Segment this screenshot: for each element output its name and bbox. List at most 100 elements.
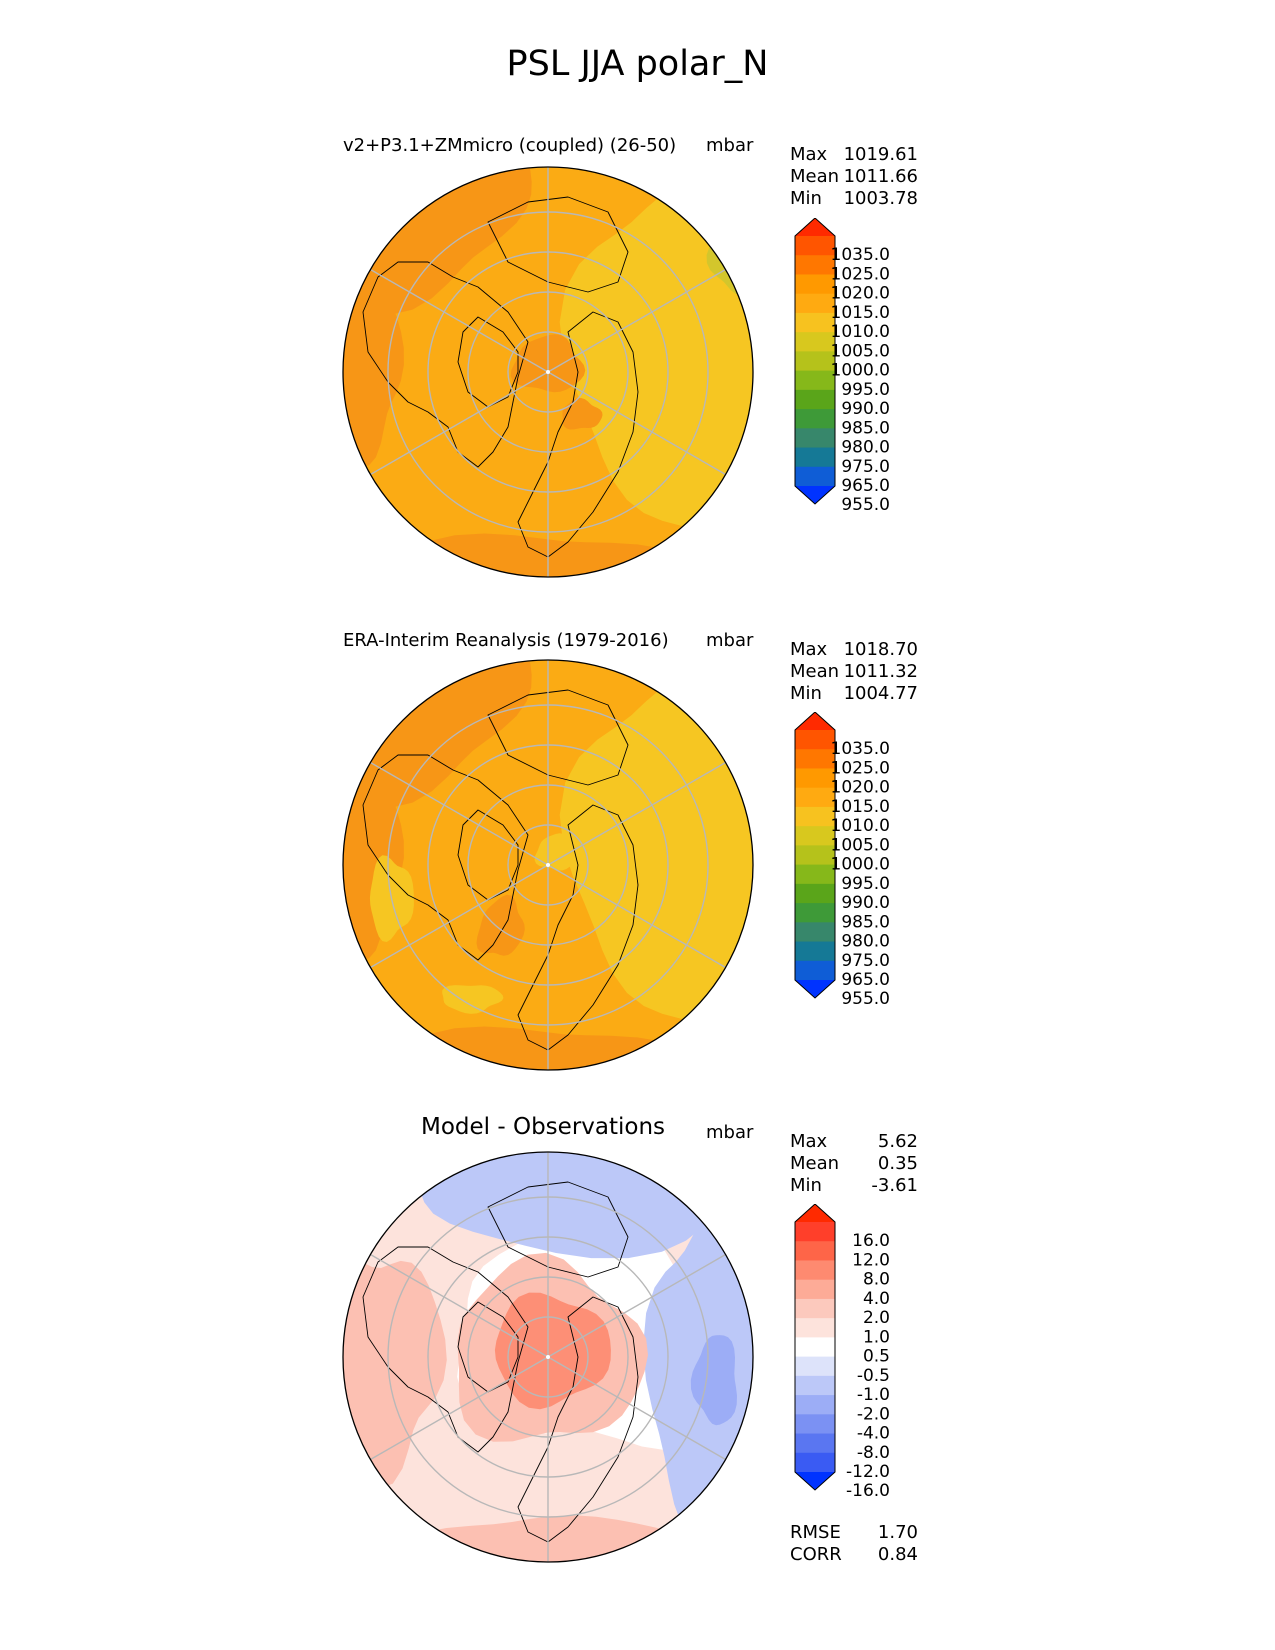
meridian-gridline [547,864,726,969]
stat-label: Max [790,1131,828,1152]
colorbar-tick-label: 1005.0 [831,835,890,855]
stat-value: 1018.70 [843,639,918,660]
colorbar-segment [795,1452,835,1473]
meridian-gridline [547,371,726,476]
coastline [457,809,519,901]
colorbar-segment [795,255,835,275]
field-region-positive-strong [494,1292,611,1410]
panel-model-map [342,166,754,578]
panel-obs-stats: Max 1018.70 Mean 1011.32 Min 1004.77 [790,639,918,705]
colorbar-segment [795,864,835,885]
colorbar-segment [795,274,835,295]
colorbar-segment [795,1241,835,1261]
metric-value: 1.70 [877,1522,918,1543]
colorbar-tick-label: -2.0 [857,1404,890,1424]
colorbar-segment [795,749,835,769]
colorbar-extend-max [795,218,835,236]
meridian-gridline [370,1253,549,1358]
colorbar-tick-label: 1.0 [863,1327,890,1347]
stat-value: 0.35 [877,1153,918,1174]
field-region-positive [408,1515,686,1562]
metric-label: CORR [790,1544,842,1565]
colorbar-segment [795,1318,835,1338]
colorbar-segment [795,332,835,352]
colorbar-tick-label: 1025.0 [831,264,890,284]
colorbar-tick-label: -4.0 [857,1424,890,1444]
colorbar-segment [795,1433,835,1454]
metric-label: RMSE [790,1522,841,1543]
coastline [517,804,639,1051]
map-field [343,660,753,1070]
stat-label: Min [790,1175,822,1196]
colorbar-segment [795,883,835,904]
colorbar-segment [795,1260,835,1281]
colorbar-tick-label: 1020.0 [831,778,890,798]
coastline [517,1296,639,1543]
colorbar-tick-label: 1035.0 [831,245,890,265]
colorbar-segment [795,370,835,391]
colorbar-tick-label: 8.0 [863,1270,890,1290]
map-field [343,1152,753,1562]
colorbar-tick-label: 995.0 [841,874,890,894]
stat-value: 1019.61 [843,144,918,165]
stat-value: -3.61 [871,1175,918,1196]
map-boundary [342,1151,754,1563]
colorbar-tick-label: 965.0 [841,476,890,496]
colorbar-tick-label: 990.0 [841,893,890,913]
colorbar-segment [795,845,835,866]
panel-model-stats: Max 1019.61 Mean 1011.66 Min 1003.78 [790,144,918,210]
panel-diff-colorbar: 16.012.08.04.02.01.00.5-0.5-1.0-2.0-4.0-… [794,1204,890,1501]
figure-title: PSL JJA polar_N [506,44,769,84]
meridian-gridline [370,268,549,373]
colorbar-tick-label: 1015.0 [831,797,890,817]
colorbar-tick-label: 985.0 [841,418,890,438]
panel-diff-metrics: RMSE 1.70 CORR 0.84 [790,1522,918,1566]
colorbar-segment [795,312,835,333]
colorbar-segment [795,730,835,750]
colorbar-tick-label: 975.0 [841,951,890,971]
stat-label: Min [790,188,822,209]
colorbar-tick-label: 12.0 [852,1250,890,1270]
meridian-gridline [547,761,726,866]
colorbar-tick-label: 990.0 [841,399,890,419]
colorbar-tick-label: 975.0 [841,457,890,477]
colorbar-segment [795,293,835,314]
colorbar-segment [795,409,835,429]
meridian-gridline [547,268,726,373]
field-region-low [442,985,504,1014]
colorbar-extend-min [795,486,835,504]
coastline [457,316,519,408]
panel-obs-title: ERA-Interim Reanalysis (1979-2016) [343,630,669,651]
meridian-gridline [547,1253,726,1358]
colorbar-tick-label: -8.0 [857,1443,890,1463]
colorbar-tick-label: 985.0 [841,912,890,932]
colorbar-outline [794,1204,836,1491]
colorbar-segment [795,1279,835,1300]
colorbar-tick-label: 980.0 [841,438,890,458]
stat-value: 1011.66 [843,166,918,187]
meridian-gridline [370,1356,549,1461]
colorbar-extend-min [795,980,835,998]
colorbar-tick-label: 1025.0 [831,758,890,778]
stat-value: 5.62 [877,1131,918,1152]
colorbar-tick-label: -0.5 [857,1366,890,1386]
stat-value: 1003.78 [843,188,918,209]
meridian-gridline [370,371,549,476]
colorbar-segment [795,1356,835,1377]
colorbar-tick-label: 980.0 [841,932,890,952]
colorbar-segment [795,1395,835,1415]
map-boundary [342,166,754,578]
colorbar-segment [795,768,835,789]
coastline [517,311,639,558]
stat-label: Min [790,683,822,704]
colorbar-tick-label: 16.0 [852,1231,890,1251]
panel-obs-units: mbar [706,630,754,651]
colorbar-tick-label: 1010.0 [831,322,890,342]
stat-label: Max [790,639,828,660]
colorbar-segment [795,466,835,487]
meridian-gridline [547,1356,726,1461]
colorbar-segment [795,351,835,372]
colorbar-tick-label: 995.0 [841,380,890,400]
colorbar-tick-label: 1015.0 [831,303,890,323]
colorbar-tick-label: 2.0 [863,1308,890,1328]
